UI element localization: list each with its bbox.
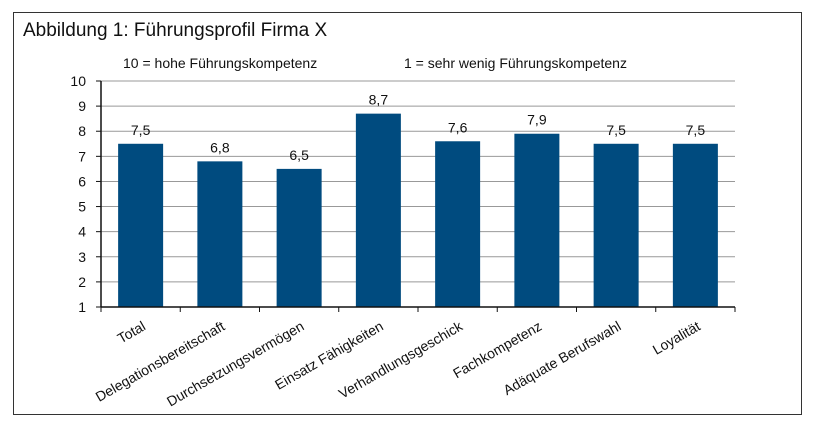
x-tick-label: Delegationsbereitschaft (93, 318, 228, 405)
x-tick-label: Durchsetzungsvermögen (164, 318, 307, 410)
y-tick-label: 10 (70, 73, 86, 89)
x-tick-label: Loyalität (650, 318, 703, 358)
annotation-low: 1 = sehr wenig Führungskompetenz (404, 55, 627, 71)
y-tick-label: 4 (78, 224, 86, 240)
bar (514, 133, 560, 307)
bar (435, 141, 481, 307)
y-tick-label: 2 (78, 274, 86, 290)
data-label: 7,5 (131, 122, 151, 138)
y-tick-label: 1 (78, 299, 86, 315)
bar (276, 168, 322, 307)
data-label: 7,6 (448, 119, 468, 135)
y-tick-label: 6 (78, 173, 86, 189)
y-tick-label: 8 (78, 123, 86, 139)
bar (118, 143, 164, 307)
annotation-high: 10 = hohe Führungskompetenz (123, 55, 318, 71)
data-label: 7,9 (527, 112, 547, 128)
y-tick-label: 5 (78, 199, 86, 215)
chart-title: Abbildung 1: Führungsprofil Firma X (23, 20, 328, 41)
data-label: 6,8 (210, 139, 230, 155)
data-label: 7,5 (606, 122, 626, 138)
chart-frame (13, 12, 802, 415)
x-tick-label: Total (115, 318, 149, 347)
y-tick-label: 3 (78, 249, 86, 265)
y-tick-label: 7 (78, 148, 86, 164)
bar (355, 113, 401, 308)
y-tick-label: 9 (78, 98, 86, 114)
bar (197, 161, 243, 307)
data-label: 8,7 (369, 92, 389, 108)
data-label: 6,5 (289, 147, 309, 163)
data-label: 7,5 (686, 122, 706, 138)
bar (672, 143, 718, 307)
bar (593, 143, 639, 307)
